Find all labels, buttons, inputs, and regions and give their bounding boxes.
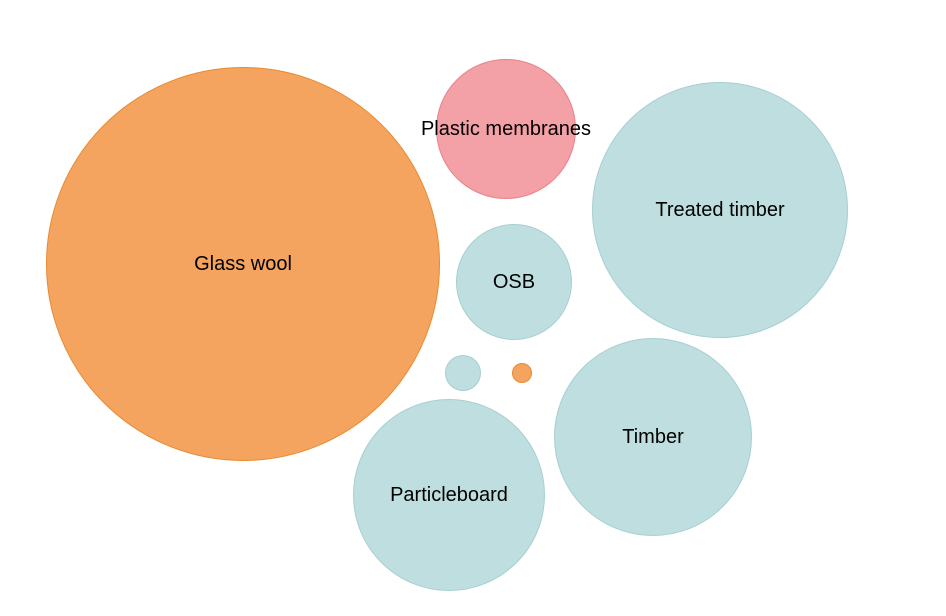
- bubble-osb: OSB: [456, 224, 572, 340]
- bubble-treated-timber: Treated timber: [592, 82, 848, 338]
- bubble-label-timber: Timber: [622, 426, 683, 449]
- bubble-small-blue: [445, 355, 481, 391]
- bubble-timber: Timber: [554, 338, 752, 536]
- bubble-label-osb: OSB: [493, 271, 535, 294]
- bubble-small-orange: [512, 363, 532, 383]
- bubble-glass-wool: Glass wool: [46, 67, 440, 461]
- bubble-label-glass-wool: Glass wool: [194, 253, 292, 276]
- bubble-label-particleboard: Particleboard: [390, 484, 508, 507]
- bubble-label-treated-timber: Treated timber: [655, 199, 784, 222]
- bubble-chart: Glass wool Plastic membranes Treated timbe…: [0, 0, 946, 616]
- bubble-label-plastic-membranes: Plastic membranes: [421, 118, 591, 141]
- bubble-plastic-membranes: Plastic membranes: [436, 59, 576, 199]
- bubble-particleboard: Particleboard: [353, 399, 545, 591]
